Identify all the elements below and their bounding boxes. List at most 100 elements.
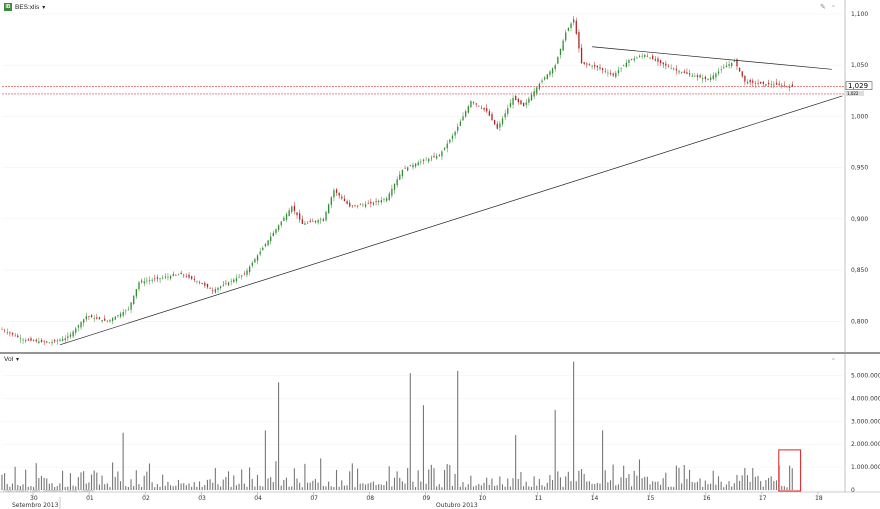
volume-bar [633,470,635,490]
volume-bar [35,463,37,490]
volume-bar [154,487,156,490]
chevron-down-icon[interactable]: ▾ [16,357,20,363]
draw-tool-icon[interactable]: ✎ [820,4,826,11]
volume-bar [270,477,272,490]
x-tick-label: 04 [254,495,262,502]
volume-header: Vol ▾ [4,356,19,363]
candle-body [356,205,359,207]
candle-body [754,82,757,84]
candle-body [596,65,599,68]
volume-bar [567,471,569,490]
volume-bar [512,478,514,490]
volume-bar [399,477,401,490]
volume-bar [343,485,345,490]
candle-body [159,278,161,280]
volume-bar [72,485,74,490]
volume-bar [683,464,685,490]
candle-body [483,107,485,110]
volume-bar [467,484,469,490]
volume-bar [441,487,443,490]
volume-bar [430,464,432,490]
volume-bar [433,468,435,490]
volume-bar [412,481,414,490]
volume-label[interactable]: Vol [4,356,14,363]
volume-bar [93,470,95,490]
candle-body [691,75,693,77]
candle-body [528,98,530,103]
candle-body [77,325,80,328]
candle-body [544,77,546,80]
candle-body [512,97,514,105]
candle-body [312,221,314,222]
candle-body [270,236,272,241]
candle-body [333,190,335,198]
volume-bar [56,486,58,490]
volume-bar [707,484,709,490]
candle-body [172,274,174,276]
volume-bar [170,485,172,490]
volume-bar [391,486,393,490]
candle-body [330,197,332,205]
volume-bar [409,373,411,490]
volume-bar [470,475,472,490]
candle-body [183,274,185,276]
volume-tick-label: 3.000.000 [851,418,880,425]
candle-body [522,102,525,107]
candle-body [559,48,562,56]
candle-body [786,86,788,87]
chevron-down-icon[interactable]: ▾ [42,4,46,11]
volume-options-icon[interactable]: ▫ [832,356,835,363]
volume-bar [4,473,6,490]
volume-bar [119,481,122,490]
candle-body [696,75,699,77]
volume-bar [138,484,140,490]
candle-body [277,225,280,230]
volume-bar [768,478,770,490]
volume-bar [196,486,198,490]
candle-body [69,334,72,337]
volume-bar [662,478,664,490]
candle-body [93,318,95,319]
candle-body [180,272,182,275]
volume-bar [27,486,29,490]
candle-body [428,158,430,162]
candle-body [549,71,551,75]
volume-tick-label: 1.000.000 [851,464,880,471]
candle-body [738,67,741,72]
candle-body [407,167,409,171]
candle-body [649,57,651,59]
panel-options-icon[interactable]: ▫ [832,3,835,10]
candle-body [154,278,156,280]
candle-body [167,276,169,278]
volume-bar [417,470,419,490]
candle-body [364,204,367,207]
volume-bar [185,485,187,490]
candle-body [212,290,214,292]
candle-body [720,69,722,70]
volume-bar [517,479,519,490]
volume-bar [557,471,559,490]
candle-body [773,84,775,86]
volume-bar [83,471,85,490]
candle-body [48,342,51,344]
candle-body [586,63,588,65]
candle-body [688,73,691,75]
candle-body [760,81,762,84]
volume-bar [551,479,554,490]
candle-body [35,339,37,342]
symbol-label[interactable]: BES:xlis [15,3,40,11]
volume-bar [454,473,456,490]
volume-bar [151,482,153,490]
candle-body [98,317,101,320]
candle-body [383,199,385,200]
candle-body [349,202,351,207]
volume-bar [267,478,269,490]
candle-body [623,65,625,66]
candle-body [630,59,633,60]
volume-bar [380,484,382,490]
volume-bar [156,484,158,490]
volume-bar [346,485,348,490]
candle-body [17,335,19,338]
candle-body [138,282,140,290]
